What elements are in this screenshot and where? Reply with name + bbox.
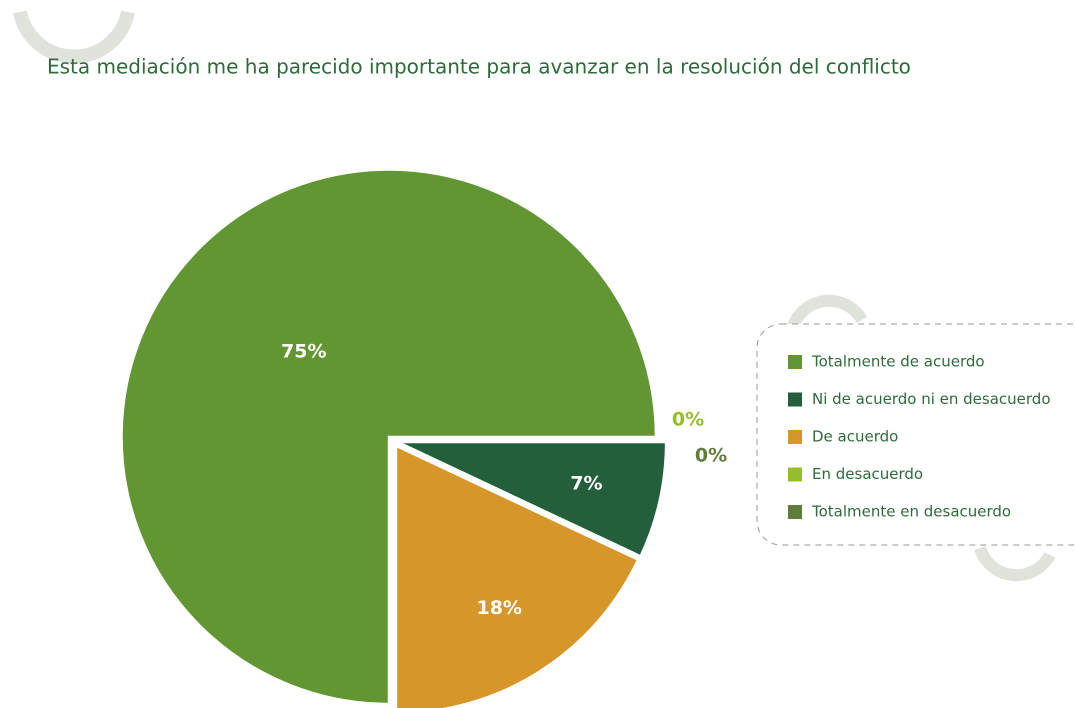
pie-slice — [395, 444, 640, 708]
data-label: 75% — [281, 340, 326, 362]
pie-slice — [120, 168, 657, 705]
legend-label: Totalmente de acuerdo — [811, 353, 985, 371]
legend-label: De acuerdo — [812, 428, 898, 446]
legend-label: Ni de acuerdo ni en desacuerdo — [812, 390, 1051, 408]
pie: 75% 7% 18% 0% 0% — [120, 168, 727, 708]
legend: Totalmente de acuerdo Ni de acuerdo ni en… — [788, 353, 1051, 521]
chart-title: Esta mediación me ha parecido importante… — [47, 55, 911, 79]
data-label: 18% — [476, 597, 521, 619]
data-label: 0% — [695, 445, 727, 467]
legend-label: En desacuerdo — [812, 465, 923, 483]
decor — [974, 545, 1056, 582]
pie-slice — [398, 441, 667, 558]
legend-box — [756, 323, 1075, 546]
data-label: 7% — [570, 473, 602, 495]
legend-swatch — [788, 467, 802, 482]
decor — [786, 294, 868, 332]
data-label: 0% — [672, 409, 704, 431]
legend-swatch — [788, 355, 802, 369]
legend-swatch — [788, 392, 802, 407]
legend-label: Totalmente en desacuerdo — [811, 503, 1011, 521]
legend-swatch — [788, 430, 802, 444]
decor — [13, 10, 135, 64]
legend-swatch — [788, 505, 802, 519]
